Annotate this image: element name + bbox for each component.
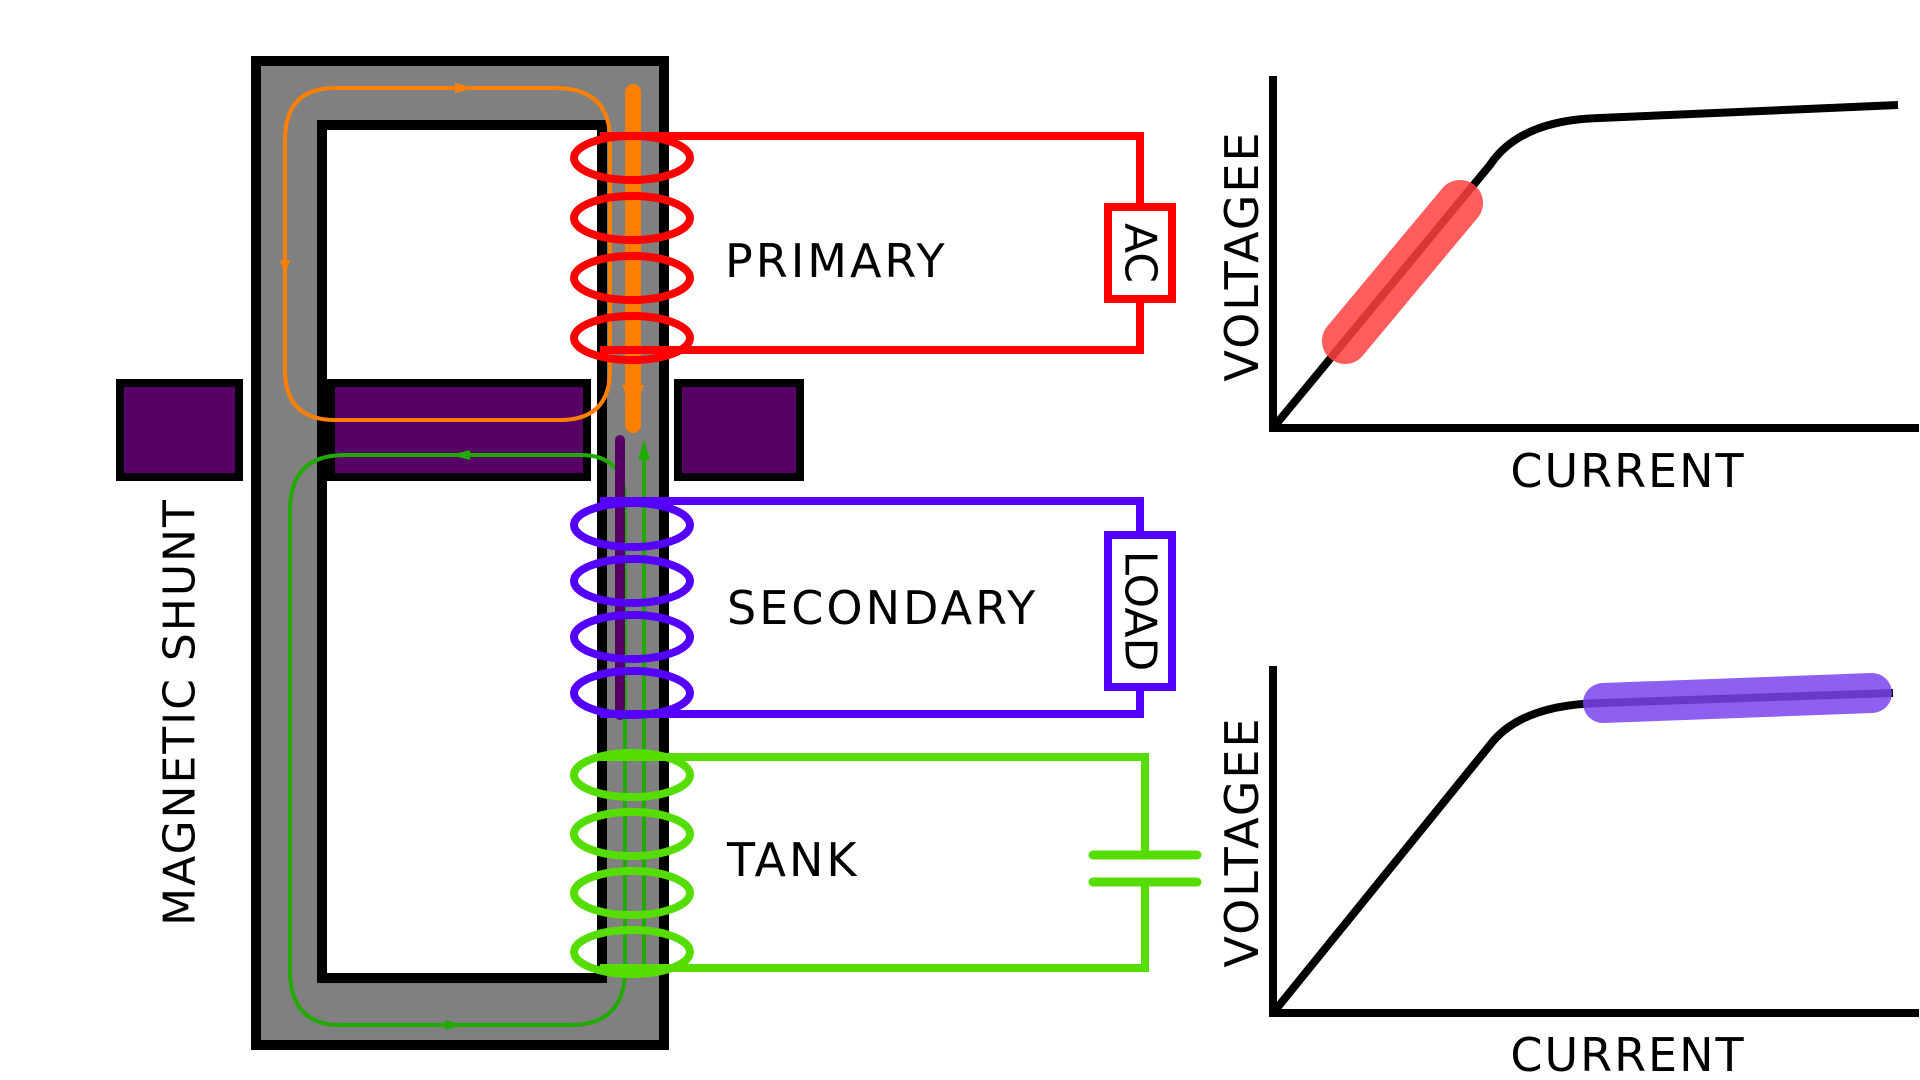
chart-primary-ylabel: VOLTAGEE <box>1215 130 1269 381</box>
chart-secondary-xlabel: CURRENT <box>1510 1028 1745 1080</box>
chart-primary-xlabel: CURRENT <box>1510 444 1745 498</box>
secondary-wires <box>600 497 1144 718</box>
load: LOAD <box>1104 531 1176 691</box>
chart-primary-axes <box>1269 76 1919 432</box>
shunt-right <box>674 379 804 481</box>
chart-secondary-axes <box>1269 666 1919 1017</box>
secondary-label: SECONDARY <box>727 581 1038 635</box>
chart-secondary: VOLTAGEE CURRENT <box>1215 666 1919 1080</box>
tank-wires <box>600 753 1149 972</box>
primary-label: PRIMARY <box>725 234 948 288</box>
chart-primary: VOLTAGEE CURRENT <box>1215 76 1919 498</box>
shunt-left <box>116 379 243 481</box>
ac-source: AC <box>1104 203 1176 303</box>
chart-primary-curve <box>1269 101 1899 431</box>
tank-capacitor <box>1088 850 1202 887</box>
magnetic-shunt-label: MAGNETIC SHUNT <box>155 498 206 926</box>
chart-secondary-ylabel: VOLTAGEE <box>1215 716 1269 967</box>
flux-path-secondary <box>288 435 650 1030</box>
tank-label: TANK <box>726 833 860 887</box>
magnetic-shunts <box>116 379 804 481</box>
primary-wires <box>600 132 1144 354</box>
load-label: LOAD <box>1115 551 1166 672</box>
ac-label: AC <box>1115 223 1166 283</box>
chart-primary-highlight <box>1322 180 1483 364</box>
chart-secondary-curve <box>1269 689 1894 1016</box>
transformer-core <box>251 56 669 1050</box>
shunt-center <box>327 379 591 481</box>
chart-secondary-highlight <box>1583 673 1892 723</box>
